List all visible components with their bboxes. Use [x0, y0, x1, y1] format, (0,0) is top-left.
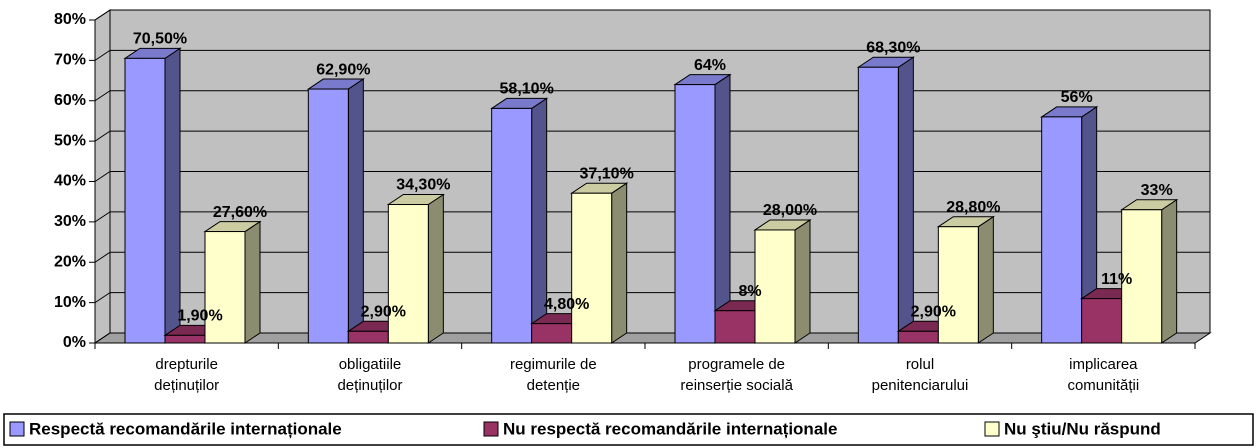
data-label: 27,60% — [213, 204, 267, 221]
bar — [531, 323, 573, 344]
x-tick-label: programele de — [688, 356, 785, 373]
bar — [307, 88, 349, 344]
x-tick-label: detenție — [527, 377, 580, 394]
data-label: 70,50% — [133, 31, 187, 48]
y-tick-label: 50% — [54, 132, 86, 149]
grid-line-side — [94, 171, 111, 182]
bar — [164, 334, 206, 344]
data-label: 11% — [1101, 271, 1132, 288]
x-tick-label: penitenciarului — [872, 377, 969, 394]
y-tick-label: 80% — [54, 11, 86, 28]
legend-swatch — [9, 421, 25, 437]
grid-line-side — [94, 211, 111, 223]
bar-side — [164, 47, 181, 344]
bar-side — [1161, 198, 1178, 344]
grid-line-side — [94, 332, 111, 344]
legend-label: Nu respectă recomandările internaționale — [503, 419, 837, 438]
grid-line-side — [94, 251, 111, 263]
bar — [754, 229, 796, 344]
data-label: 64% — [694, 57, 726, 74]
bar — [1121, 209, 1163, 344]
bar — [491, 107, 533, 344]
x-tick-label: deținuților — [337, 377, 402, 394]
data-label: 2,90% — [361, 304, 406, 321]
x-tick-label: reinserție socială — [680, 377, 793, 394]
data-label: 28,00% — [763, 202, 817, 219]
data-label: 4,80% — [544, 296, 589, 313]
legend-box — [3, 413, 1254, 446]
data-label: 28,80% — [946, 199, 1000, 216]
grid-line-side — [94, 90, 111, 102]
bar-side — [244, 220, 261, 344]
legend-swatch — [984, 421, 1000, 437]
y-tick-label: 0% — [63, 334, 86, 351]
bar — [387, 204, 429, 344]
data-label: 58,10% — [500, 81, 554, 98]
bar — [347, 330, 389, 344]
bar-side — [611, 182, 628, 344]
y-tick-label: 40% — [54, 173, 86, 190]
x-tick-label: rolul — [906, 356, 934, 373]
y-tick-label: 20% — [54, 253, 86, 270]
bar — [124, 57, 166, 344]
grid-line-side — [94, 49, 111, 61]
bar — [674, 84, 716, 344]
bar-side — [897, 56, 914, 344]
grid-line-side — [94, 130, 111, 142]
legend-label: Nu ştiu/Nu răspund — [1004, 419, 1161, 438]
y-tick-label: 30% — [54, 213, 86, 230]
data-label: 37,10% — [580, 165, 634, 182]
data-label: 34,30% — [396, 177, 450, 194]
data-label: 1,90% — [177, 308, 222, 325]
y-tick-label: 10% — [54, 294, 86, 311]
bar — [204, 231, 246, 344]
y-tick-label: 70% — [54, 52, 86, 69]
bar — [937, 226, 979, 344]
data-label: 33% — [1141, 182, 1173, 199]
data-label: 8% — [738, 283, 761, 300]
grid-line-side — [94, 9, 111, 21]
bar-side — [794, 219, 811, 344]
x-tick-label: implicarea — [1069, 356, 1138, 373]
legend-swatch — [483, 421, 499, 437]
bar — [1041, 116, 1083, 344]
data-label: 68,30% — [866, 39, 920, 56]
x-tick-label: obligatiile — [339, 356, 402, 373]
bar-side — [977, 215, 994, 344]
bar — [571, 192, 613, 344]
x-tick-label: comunității — [1067, 377, 1139, 394]
grid-line-side — [94, 292, 111, 304]
bar — [1081, 298, 1123, 344]
data-label: 62,90% — [316, 61, 370, 78]
data-label: 56% — [1061, 89, 1093, 106]
x-tick-label: regimurile de — [510, 356, 597, 373]
bar — [897, 330, 939, 344]
data-label: 2,90% — [911, 304, 956, 321]
legend-label: Respectă recomandările internaționale — [29, 419, 342, 438]
x-tick-label: drepturile — [155, 356, 218, 373]
x-tick-label: deținuților — [154, 377, 219, 394]
bar — [857, 66, 899, 344]
bar-side — [427, 193, 444, 344]
y-tick-label: 60% — [54, 92, 86, 109]
bar — [714, 310, 756, 344]
